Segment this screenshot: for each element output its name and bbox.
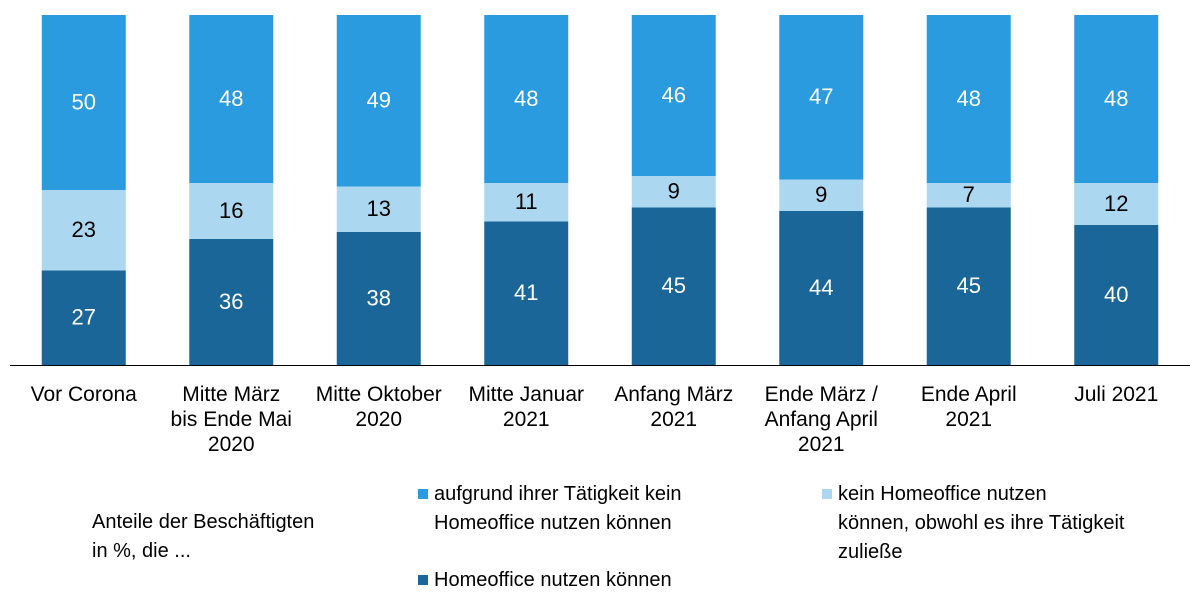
bar-segment	[631, 15, 716, 176]
bar-segment	[926, 183, 1011, 208]
bar-segment	[189, 183, 274, 239]
x-tick-label: Ende April 2021	[920, 383, 1017, 431]
plot: 27 23 50 36 16 48 38 13 49 41 11 48 45 9 46 44 9 47 45 7 48 4…	[10, 15, 1190, 366]
bar-segment	[1074, 225, 1159, 365]
x-tick-label: Anfang März 2021	[614, 383, 734, 431]
bar-segment	[189, 239, 274, 365]
x-tick-label: Mitte März bis Ende Mai 2020	[170, 383, 292, 456]
value-label: 23	[72, 217, 96, 242]
value-label: 48	[514, 86, 538, 111]
value-label: 11	[515, 189, 538, 214]
value-label: 38	[367, 285, 391, 310]
bar-segment	[336, 186, 421, 232]
bar-segment	[926, 15, 1011, 183]
value-label: 9	[668, 179, 680, 204]
value-label: 49	[367, 88, 391, 113]
bar-segment	[926, 207, 1011, 365]
value-label: 46	[662, 82, 686, 107]
x-tick-label: Vor Corona	[30, 383, 137, 406]
legend-entry: Homeoffice nutzen können	[418, 566, 672, 592]
bar-segment	[1074, 15, 1159, 183]
legend-label: kein Homeoffice nutzen können, obwohl es…	[838, 483, 1125, 563]
value-label: 27	[72, 305, 96, 330]
value-label: 47	[809, 84, 833, 109]
bar-segment	[41, 15, 126, 190]
legend-swatch	[418, 575, 428, 585]
value-label: 40	[1104, 282, 1128, 307]
value-label: 9	[815, 182, 827, 207]
bar-segment	[336, 15, 421, 187]
bar-segment	[484, 221, 569, 365]
value-label: 41	[514, 280, 538, 305]
value-label: 48	[957, 86, 981, 111]
bar-segment	[336, 232, 421, 365]
value-label: 12	[1104, 191, 1128, 216]
x-tick-label: Mitte Januar 2021	[468, 383, 585, 431]
value-label: 44	[809, 275, 833, 300]
bar-segment	[631, 207, 716, 365]
value-label: 36	[219, 289, 243, 314]
legend-label: Homeoffice nutzen können	[434, 569, 672, 591]
legend-swatch	[822, 489, 832, 499]
legend-swatch	[418, 489, 428, 499]
bar-segment	[1074, 183, 1159, 225]
bar-segment	[779, 15, 864, 180]
value-label: 50	[72, 89, 96, 114]
bar-segment	[631, 176, 716, 208]
bar-segment	[779, 179, 864, 211]
bar-segment	[41, 190, 126, 271]
legend-title: Anteile der Beschäftigten in %, die ...	[92, 511, 315, 562]
value-label: 48	[219, 86, 243, 111]
x-tick-label: Juli 2021	[1074, 383, 1159, 406]
x-tick-label: Mitte Oktober 2020	[315, 383, 442, 431]
x-tick-label: Ende März / Anfang April 2021	[764, 383, 878, 456]
value-label: 13	[367, 196, 391, 221]
legend-entry: kein Homeoffice nutzen können, obwohl es…	[822, 480, 1124, 567]
value-label: 45	[957, 273, 981, 298]
bar-segment	[41, 270, 126, 365]
value-label: 7	[963, 182, 975, 207]
legend-entry: aufgrund ihrer Tätigkeit kein Homeoffice…	[418, 480, 682, 538]
bar-segment	[484, 15, 569, 183]
bar-segment	[779, 211, 864, 365]
bar-segment	[189, 15, 274, 183]
value-label: 48	[1104, 86, 1128, 111]
bar-segment	[484, 183, 569, 222]
value-label: 45	[662, 273, 686, 298]
legend-label: aufgrund ihrer Tätigkeit kein Homeoffice…	[434, 483, 682, 534]
value-label: 16	[219, 198, 243, 223]
